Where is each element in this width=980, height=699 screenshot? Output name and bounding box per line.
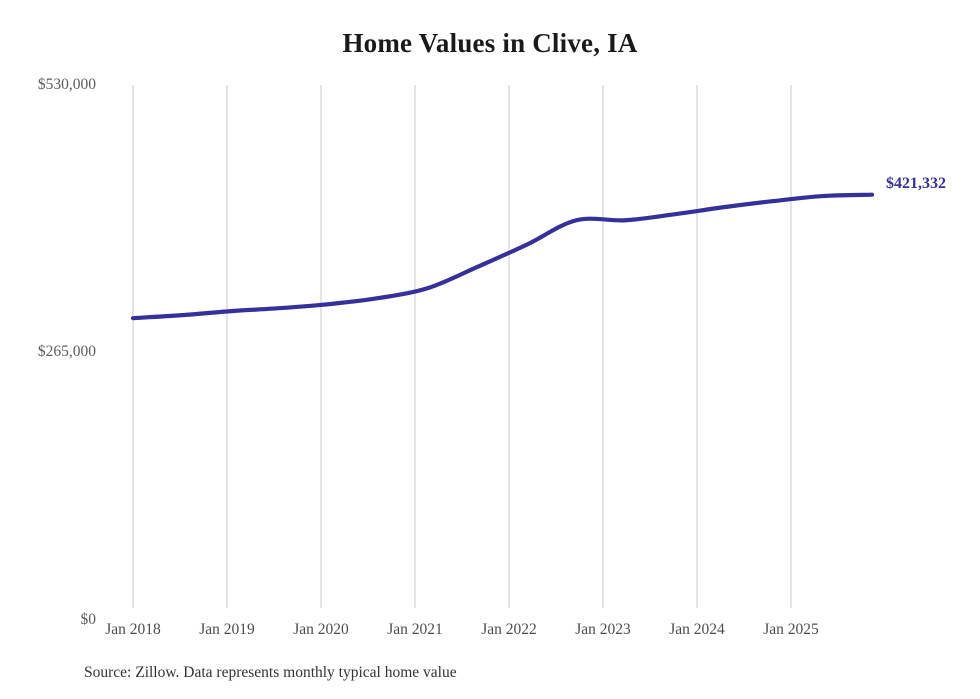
x-axis-tick-jan-2023: Jan 2023 <box>575 621 631 638</box>
x-axis-tick-jan-2024: Jan 2024 <box>669 621 725 638</box>
vertical-gridlines <box>132 85 792 608</box>
x-axis-tick-jan-2022: Jan 2022 <box>481 621 537 638</box>
x-axis-tick-jan-2021: Jan 2021 <box>387 621 443 638</box>
x-axis-tick-jan-2020: Jan 2020 <box>293 621 349 638</box>
x-axis-tick-jan-2025: Jan 2025 <box>763 621 819 638</box>
x-axis-tick-jan-2018: Jan 2018 <box>105 621 161 638</box>
y-axis-tick-zero: $0 <box>80 611 97 628</box>
source-note: Source: Zillow. Data represents monthly … <box>84 664 457 681</box>
chart-title: Home Values in Clive, IA <box>342 28 638 58</box>
value-line-path <box>130 192 875 321</box>
end-value-annotation: $421,332 <box>886 175 946 192</box>
y-axis-tick-top: $530,000 <box>37 76 96 93</box>
x-axis-tick-jan-2019: Jan 2019 <box>199 621 255 638</box>
y-axis-tick-mid: $265,000 <box>37 343 96 360</box>
